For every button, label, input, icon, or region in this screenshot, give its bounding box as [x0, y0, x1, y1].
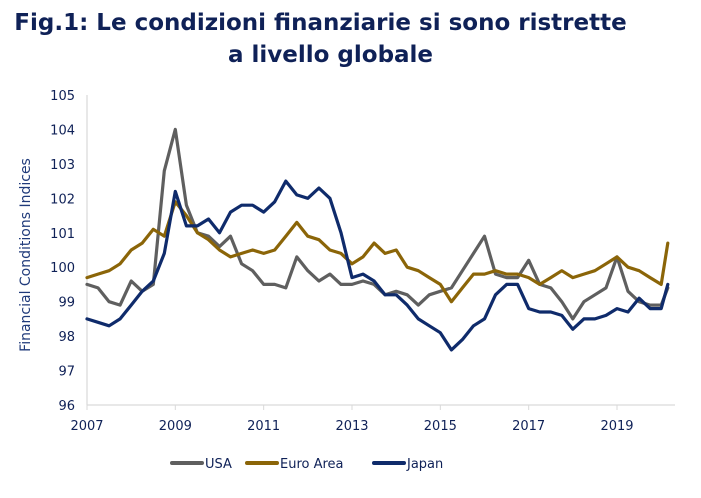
x-tick-label: 2013	[335, 419, 368, 434]
legend-label: USA	[205, 457, 232, 472]
legend-item-usa: USA	[170, 457, 232, 472]
y-tick-label: 101	[50, 227, 75, 242]
x-tick-label: 2009	[159, 419, 192, 434]
axes	[86, 95, 675, 406]
x-tick-label: 2017	[512, 419, 545, 434]
x-tick-label: 2019	[600, 419, 633, 434]
y-tick-label: 96	[58, 399, 75, 414]
y-tick-label: 105	[50, 89, 75, 104]
x-axis-ticks: 2007 2009 2011 2013 2015 2017 2019	[70, 405, 634, 434]
y-tick-label: 97	[58, 365, 75, 380]
y-tick-label: 104	[50, 123, 75, 138]
series-line-japan	[85, 179, 670, 352]
chart-title-line2: a livello globale	[227, 42, 434, 68]
x-tick-label: 2011	[247, 419, 280, 434]
x-tick-label: 2015	[424, 419, 457, 434]
y-tick-label: 99	[58, 296, 75, 311]
legend-label: Japan	[406, 457, 443, 472]
legend: USA Euro Area Japan	[170, 457, 443, 472]
series-line-usa	[85, 127, 670, 321]
y-axis-label: Financial Conditions Indices	[18, 158, 34, 352]
legend-item-euro-area: Euro Area	[245, 457, 344, 472]
x-tick-label: 2007	[70, 419, 103, 434]
chart-title-line1: Fig.1: Le condizioni finanziarie si sono…	[14, 10, 627, 36]
legend-label: Euro Area	[280, 457, 344, 472]
y-tick-label: 100	[50, 261, 75, 276]
y-axis-ticks: 96 97 98 99 100 101 102 103 104 105	[50, 89, 75, 414]
series-line-euro-area	[85, 200, 670, 304]
series-lines	[85, 127, 670, 352]
y-tick-label: 98	[58, 330, 75, 345]
legend-item-japan: Japan	[372, 457, 443, 472]
y-tick-label: 103	[50, 158, 75, 173]
y-tick-label: 102	[50, 192, 75, 207]
